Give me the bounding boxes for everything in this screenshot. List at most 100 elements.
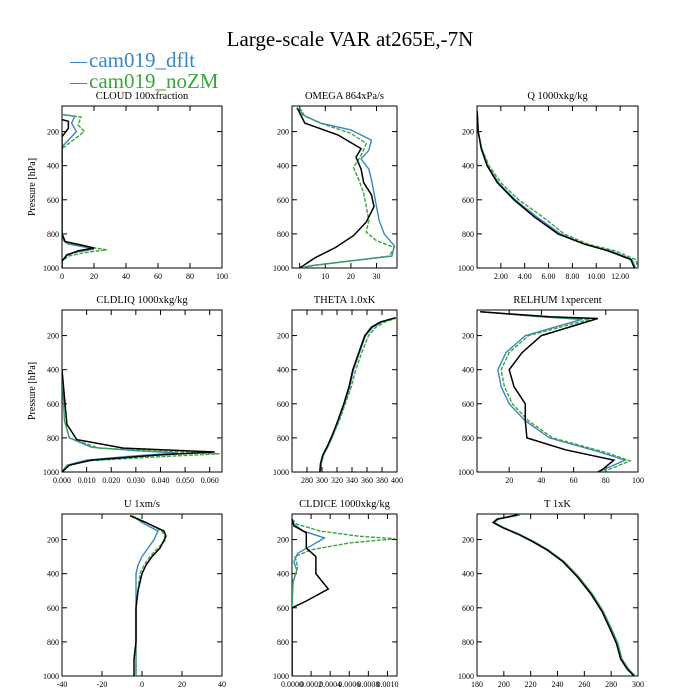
y-tick-label: 1000 (43, 264, 59, 273)
x-tick-label: 40 (122, 272, 130, 281)
series-line-2 (62, 118, 95, 268)
series-line-1 (493, 514, 636, 676)
panel-title: CLDICE 1000xkg/kg (299, 499, 390, 510)
legend-item-noZM: cam019_noZM (70, 71, 218, 92)
series-line-0 (493, 514, 636, 676)
panel-frame (291, 513, 398, 677)
x-tick-label: 20 (347, 272, 355, 281)
x-tick-label: 0.060 (201, 476, 219, 485)
y-tick-label: 200 (462, 332, 474, 341)
y-tick-label: 600 (462, 400, 474, 409)
y-tick-label: 1000 (273, 264, 289, 273)
y-tick-label: 800 (47, 230, 59, 239)
x-tick-label: 8.00 (565, 272, 579, 281)
y-tick-label: 400 (277, 162, 289, 171)
series-line-2 (62, 369, 215, 472)
x-tick-label: 300 (632, 680, 644, 689)
x-tick-label: 0.040 (151, 476, 169, 485)
x-tick-label: 10.00 (587, 272, 605, 281)
x-tick-label: 400 (391, 476, 403, 485)
y-tick-label: 1000 (458, 468, 474, 477)
x-tick-label: 80 (186, 272, 194, 281)
panel-frame (61, 105, 223, 269)
y-tick-label: 800 (462, 638, 474, 647)
panel-title: RELHUM 1xpercent (513, 295, 601, 306)
x-tick-label: 280 (605, 680, 617, 689)
x-tick-label: 0.0008 (357, 680, 379, 689)
y-tick-label: 200 (277, 128, 289, 137)
y-tick-label: 600 (47, 604, 59, 613)
series-line-0 (62, 369, 178, 472)
y-tick-label: 200 (277, 332, 289, 341)
legend-label: cam019_dflt (89, 48, 196, 72)
x-tick-label: 30 (373, 272, 381, 281)
series-line-0 (292, 518, 327, 676)
y-axis-label: Pressure [hPa] (27, 158, 38, 216)
series-line-0 (477, 111, 637, 268)
y-tick-label: 600 (277, 604, 289, 613)
series-line-0 (480, 311, 628, 472)
y-tick-label: 800 (47, 434, 59, 443)
y-tick-label: 200 (462, 128, 474, 137)
series-line-2 (319, 316, 396, 472)
panel-6: U 1xm/s 200 400 600 800 1000-40 -20 0 20 40 (43, 499, 226, 689)
y-tick-label: 1000 (43, 468, 59, 477)
x-tick-label: 300 (316, 476, 328, 485)
y-tick-label: 1000 (273, 672, 289, 681)
panel-frame (291, 105, 398, 269)
x-tick-label: 0.0002 (300, 680, 322, 689)
x-tick-label: 6.00 (542, 272, 556, 281)
x-tick-label: 4.00 (518, 272, 532, 281)
panel-title: CLOUD 100xfraction (96, 91, 189, 102)
x-tick-label: 0.0004 (319, 680, 341, 689)
x-tick-label: 0.050 (176, 476, 194, 485)
x-tick-label: 80 (602, 476, 610, 485)
y-tick-label: 600 (277, 400, 289, 409)
y-tick-label: 800 (277, 638, 289, 647)
series-line-1 (292, 518, 396, 676)
figure-title: Large-scale VAR at265E,-7N (226, 27, 474, 51)
x-tick-label: 0.010 (78, 476, 96, 485)
panel-2: Q 1000xkg/kg 200 400 600 800 1000 2.00 4.00 6.00… (458, 91, 639, 281)
y-axis-label: Pressure [hPa] (27, 362, 38, 420)
legend-label: cam019_noZM (89, 69, 219, 93)
y-tick-label: 1000 (458, 264, 474, 273)
x-tick-label: 220 (525, 680, 537, 689)
y-tick-label: 400 (277, 570, 289, 579)
y-tick-label: 1000 (43, 672, 59, 681)
panel-frame (476, 105, 639, 269)
series-line-2 (129, 515, 167, 676)
panel-title: U 1xm/s (124, 499, 160, 510)
series-line-2 (491, 514, 635, 676)
y-tick-label: 600 (47, 400, 59, 409)
x-tick-label: 0.020 (102, 476, 120, 485)
series-line-1 (319, 317, 397, 472)
series-line-1 (477, 111, 638, 268)
series-line-2 (296, 107, 375, 268)
y-tick-label: 200 (462, 536, 474, 545)
x-tick-label: -40 (57, 680, 68, 689)
x-tick-label: -20 (97, 680, 108, 689)
y-tick-label: 800 (462, 230, 474, 239)
x-tick-label: 100 (216, 272, 228, 281)
series-line-2 (477, 111, 636, 268)
x-tick-label: 20 (505, 476, 513, 485)
panel-5: RELHUM 1xpercent 200 400 600 800 1000 20 40 60 80… (458, 295, 644, 485)
series-line-0 (131, 515, 159, 676)
x-tick-label: 280 (301, 476, 313, 485)
x-tick-label: 20 (178, 680, 186, 689)
y-tick-label: 200 (47, 536, 59, 545)
panel-1: OMEGA 864xPa/s 200 400 600 800 1000 0 10 20 30 (273, 91, 398, 281)
x-tick-label: 200 (498, 680, 510, 689)
y-tick-label: 200 (277, 536, 289, 545)
series-line-0 (319, 317, 397, 472)
x-tick-label: 0.0010 (376, 680, 398, 689)
x-tick-label: 60 (154, 272, 162, 281)
x-tick-label: 260 (578, 680, 590, 689)
x-tick-label: 40 (537, 476, 545, 485)
x-tick-label: 0 (140, 680, 144, 689)
y-tick-label: 600 (462, 604, 474, 613)
panel-7: CLDICE 1000xkg/kg20040060080010000.00000… (273, 499, 398, 689)
